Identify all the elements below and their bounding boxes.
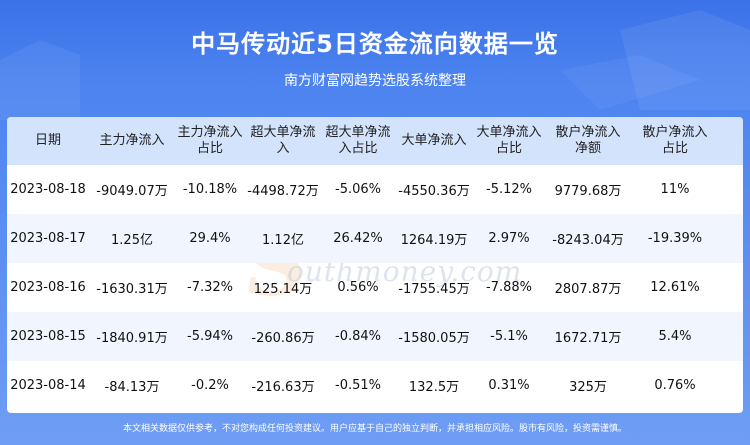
cell-large-inflow: 132.5万 [408, 380, 460, 395]
cell-super-large-inflow: 1.12亿 [262, 233, 304, 248]
header-date: 日期 [34, 133, 61, 148]
cell-date: 2023-08-16 [10, 280, 86, 295]
cell-main-net-inflow: -9049.07万 [96, 184, 168, 199]
page-subtitle: 南方财富网趋势选股系统整理 [284, 73, 466, 89]
disclaimer-footer: 本文相关数据仅供参考，不对您构成任何投资建议。用户应基于自己的独立判断，并承担相… [122, 424, 627, 434]
cell-main-ratio: -7.32% [187, 280, 233, 295]
cell-main-net-inflow: -1630.31万 [96, 282, 168, 297]
cell-large-inflow: -1755.45万 [398, 282, 470, 297]
cell-main-ratio: -0.2% [191, 378, 229, 393]
cell-large-inflow: -4550.36万 [398, 184, 470, 199]
cell-date: 2023-08-18 [10, 182, 86, 197]
cell-super-large-ratio: -0.51% [335, 378, 381, 393]
header-retail-net-amount: 散户净流入 净额 [555, 125, 621, 156]
header-main-net-inflow: 主力净流入 [99, 133, 165, 148]
header-large-ratio: 大单净流入 占比 [476, 125, 542, 156]
cell-retail-ratio: -19.39% [647, 231, 703, 246]
cell-retail-amount: 2807.87万 [554, 282, 622, 297]
cell-main-ratio: 29.4% [189, 231, 231, 246]
table-row: 2023-08-16 -1630.31万 -7.32% 125.14万 0.56… [7, 263, 743, 312]
cell-retail-amount: -8243.04万 [552, 233, 624, 248]
cell-retail-ratio: 5.4% [658, 329, 692, 344]
cell-large-ratio: 2.97% [488, 231, 530, 246]
table-row: 2023-08-15 -1840.91万 -5.94% -260.86万 -0.… [7, 312, 743, 361]
data-table: 日期 主力净流入 主力净流入 占比 超大单净流入 超大单净流 入占比 大单净流入 大… [7, 117, 743, 413]
cell-super-large-ratio: 0.56% [337, 280, 379, 295]
cell-main-net-inflow: -84.13万 [104, 380, 160, 395]
header-super-large-ratio: 超大单净流 入占比 [325, 125, 391, 156]
cell-main-net-inflow: 1.25亿 [111, 233, 153, 248]
cell-large-ratio: -7.88% [486, 280, 532, 295]
cell-retail-amount: 9779.68万 [554, 184, 622, 199]
cell-main-net-inflow: -1840.91万 [96, 331, 168, 346]
background-decoration [0, 10, 750, 120]
cell-super-large-inflow: -216.63万 [251, 380, 315, 395]
cell-large-ratio: -5.12% [486, 182, 532, 197]
cell-super-large-inflow: -4498.72万 [247, 184, 319, 199]
cell-super-large-ratio: 26.42% [333, 231, 383, 246]
cell-retail-ratio: 12.61% [650, 280, 700, 295]
table-row: 2023-08-14 -84.13万 -0.2% -216.63万 -0.51%… [7, 361, 743, 410]
table-row: 2023-08-18 -9049.07万 -10.18% -4498.72万 -… [7, 165, 743, 214]
cell-super-large-ratio: -5.06% [335, 182, 381, 197]
table-row: 2023-08-17 1.25亿 29.4% 1.12亿 26.42% 1264… [7, 214, 743, 263]
cell-main-ratio: -10.18% [182, 182, 238, 197]
header-retail-ratio: 散户净流入 占比 [642, 125, 708, 156]
header-super-large-net-inflow: 超大单净流入 [250, 125, 316, 156]
cell-main-ratio: -5.94% [187, 329, 233, 344]
cell-super-large-ratio: -0.84% [335, 329, 381, 344]
cell-large-inflow: 1264.19万 [400, 233, 468, 248]
cell-large-inflow: -1580.05万 [398, 331, 470, 346]
cell-super-large-inflow: 125.14万 [253, 282, 313, 297]
cell-retail-amount: 325万 [569, 380, 607, 395]
cell-retail-ratio: 0.76% [654, 378, 696, 393]
header-main-net-inflow-ratio: 主力净流入 占比 [177, 125, 243, 156]
cell-date: 2023-08-17 [10, 231, 86, 246]
cell-date: 2023-08-14 [10, 378, 86, 393]
cell-retail-ratio: 11% [660, 182, 690, 197]
page-header: 中马传动近5日资金流向数据一览 南方财富网趋势选股系统整理 [0, 0, 750, 120]
page-title: 中马传动近5日资金流向数据一览 [191, 30, 559, 58]
cell-date: 2023-08-15 [10, 329, 86, 344]
cell-retail-amount: 1672.71万 [554, 331, 622, 346]
header-large-net-inflow: 大单净流入 [401, 133, 467, 148]
cell-super-large-inflow: -260.86万 [251, 331, 315, 346]
cell-large-ratio: -5.1% [490, 329, 528, 344]
cell-large-ratio: 0.31% [488, 378, 530, 393]
table-header: 日期 主力净流入 主力净流入 占比 超大单净流入 超大单净流 入占比 大单净流入 大… [7, 117, 743, 165]
